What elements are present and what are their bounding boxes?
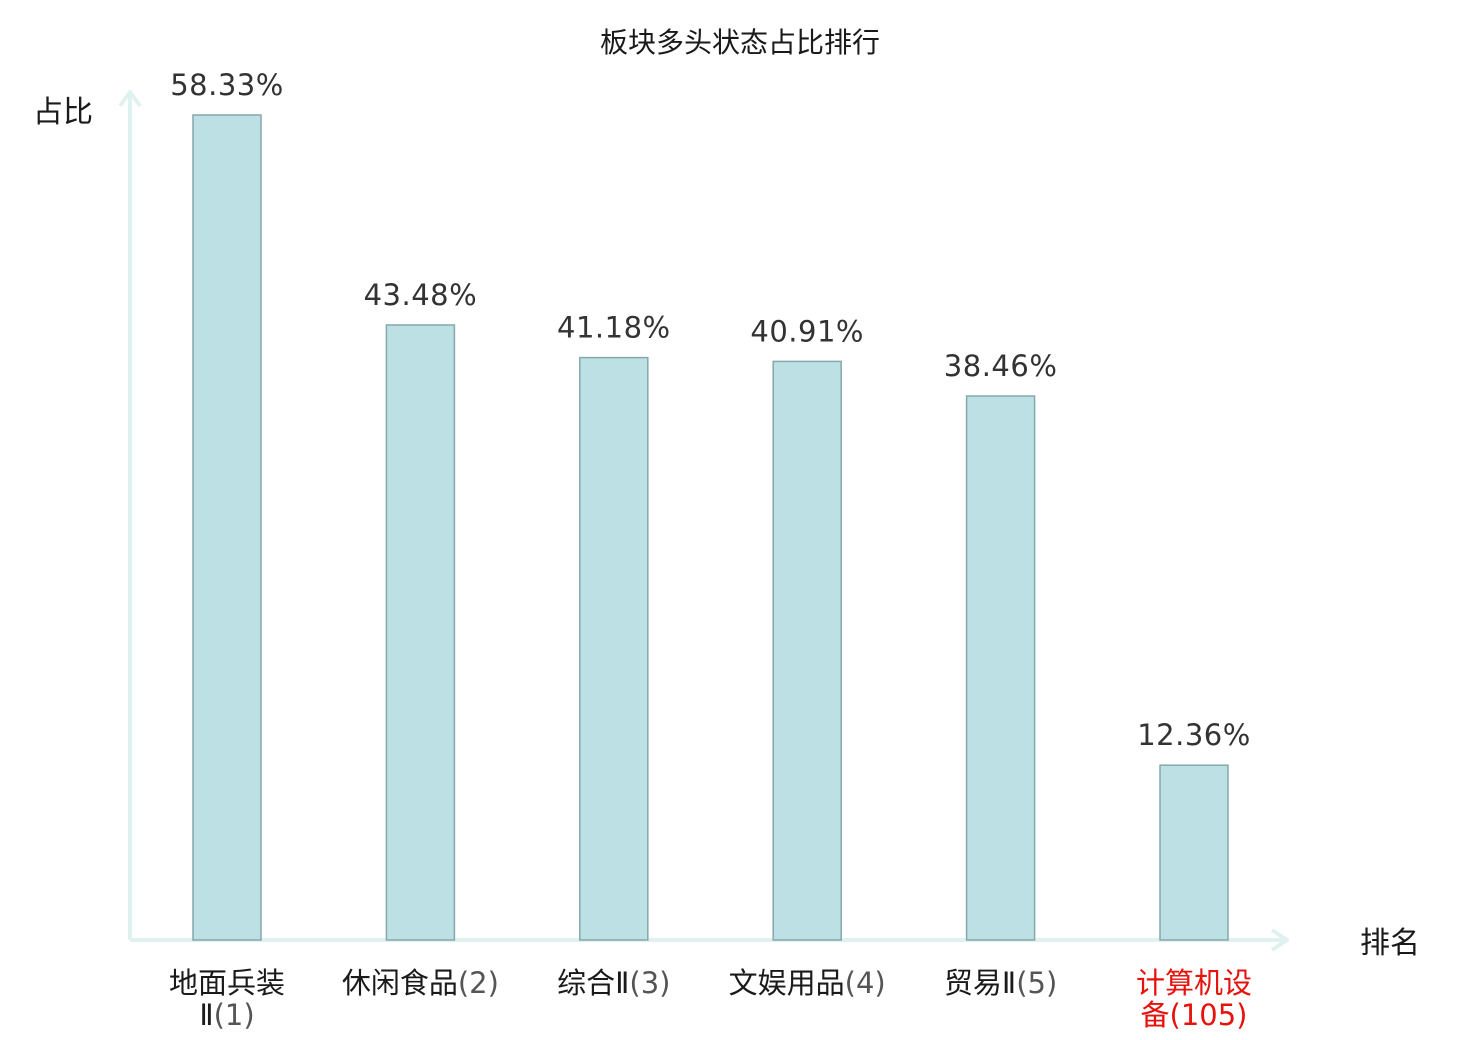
- x-tick-labels-group: 地面兵装 Ⅱ(1)休闲食品(2) 综合Ⅱ(3) 文娱用品(4) 贸易Ⅱ(5) 计算机设备(…: [169, 966, 1252, 1032]
- x-tick-rank: (4): [845, 966, 886, 1000]
- x-tick-label-2: 休闲食品(2): [342, 966, 499, 1000]
- bar-6: [1159, 764, 1229, 941]
- x-tick-rank: (1): [214, 998, 255, 1032]
- x-tick-rank: (5): [1016, 966, 1057, 1000]
- x-tick-name-line2: 备: [1141, 998, 1170, 1032]
- x-tick-name-line1: 地面兵装: [169, 966, 285, 1000]
- x-tick-label-5: 贸易Ⅱ(5): [944, 966, 1057, 1000]
- y-axis-arrow: [118, 90, 142, 108]
- x-axis-label: 排名: [1360, 926, 1420, 961]
- x-tick-label-6: 计算机设备(105): [1136, 966, 1252, 1032]
- x-tick-name-line2: Ⅱ: [199, 998, 213, 1032]
- x-tick-rank: (3): [629, 966, 670, 1000]
- value-label-4: 40.91%: [750, 314, 864, 348]
- value-label-6: 12.36%: [1137, 718, 1251, 752]
- x-tick-name-line1: 计算机设: [1136, 966, 1252, 1000]
- x-tick-rank: (105): [1170, 998, 1248, 1032]
- y-axis-label: 占比: [33, 95, 93, 130]
- value-labels-group: 58.33% 43.48% 41.18% 40.91% 38.46% 12.36%: [170, 68, 1251, 752]
- x-axis-arrow: [1270, 928, 1289, 952]
- x-tick-label-3: 综合Ⅱ(3): [557, 966, 670, 1000]
- x-tick-rank: (2): [458, 966, 499, 1000]
- x-tick-label-4: 文娱用品(4): [729, 966, 886, 1000]
- x-tick-name: 文娱用品: [729, 966, 845, 1000]
- bar-3: [579, 356, 649, 941]
- value-label-2: 43.48%: [364, 278, 478, 312]
- bar-2: [385, 324, 456, 941]
- x-tick-label-1: 地面兵装 Ⅱ(1): [169, 966, 285, 1032]
- x-tick-name: 休闲食品: [342, 966, 458, 1000]
- axes: [118, 90, 1289, 952]
- value-label-1: 58.33%: [170, 68, 284, 102]
- chart-title: 板块多头状态占比排行: [600, 26, 880, 59]
- value-label-3: 41.18%: [557, 311, 671, 345]
- bars-group: [192, 114, 1229, 941]
- x-tick-name: 贸易Ⅱ: [944, 966, 1016, 1000]
- value-label-5: 38.46%: [944, 349, 1058, 383]
- bar-1: [192, 114, 262, 941]
- x-tick-name: 综合Ⅱ: [557, 966, 629, 1000]
- bar-4: [772, 360, 842, 941]
- bar-5: [965, 395, 1036, 941]
